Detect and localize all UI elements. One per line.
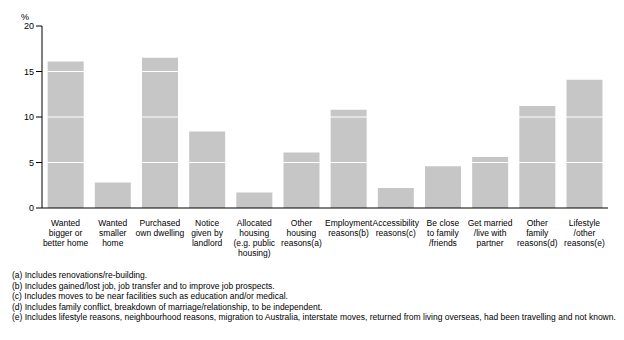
svg-text:%: %: [21, 12, 29, 22]
svg-text:Allocatedhousing(e.g. publicho: Allocatedhousing(e.g. publichousing): [233, 218, 275, 258]
svg-text:Accessibilityreasons(c): Accessibilityreasons(c): [373, 218, 420, 238]
svg-text:5: 5: [29, 158, 34, 168]
svg-text:Wantedsmallerhome: Wantedsmallerhome: [98, 218, 127, 248]
svg-text:Be closeto family/friends: Be closeto family/friends: [427, 218, 460, 248]
svg-text:Purchasedown dwelling: Purchasedown dwelling: [136, 218, 185, 238]
html-text:(a) Includes renovations/re-bu: (a) Includes renovations/re-building.: [12, 270, 148, 280]
svg-text:10: 10: [24, 112, 34, 122]
svg-text:Employmentreasons(b): Employmentreasons(b): [325, 218, 373, 238]
svg-text:0: 0: [29, 203, 34, 213]
svg-text:Noticegiven bylandlord: Noticegiven bylandlord: [191, 218, 223, 248]
html-text:(d) Includes family conflict,: (d) Includes family conflict, breakdown …: [12, 301, 323, 312]
svg-text:Lifestyle/otherreasons(e): Lifestyle/otherreasons(e): [564, 218, 605, 248]
svg-text:Wantedbigger orbetter home: Wantedbigger orbetter home: [43, 218, 89, 248]
svg-text:Get married/live withpartner: Get married/live withpartner: [468, 218, 513, 248]
svg-text:15: 15: [24, 67, 34, 77]
svg-text:20: 20: [24, 21, 34, 31]
html-text:(c) Includes moves to be near: (c) Includes moves to be near facilities…: [12, 291, 288, 301]
html-text:(e) Includes lifestyle reasons: (e) Includes lifestyle reasons, neighbou…: [12, 312, 616, 322]
svg-text:Otherhousingreasons(a): Otherhousingreasons(a): [281, 218, 322, 248]
svg-text:Otherfamilyreasons(d): Otherfamilyreasons(d): [517, 218, 558, 248]
html-text:(b) Includes gained/lost job,: (b) Includes gained/lost job, job transf…: [12, 280, 275, 291]
